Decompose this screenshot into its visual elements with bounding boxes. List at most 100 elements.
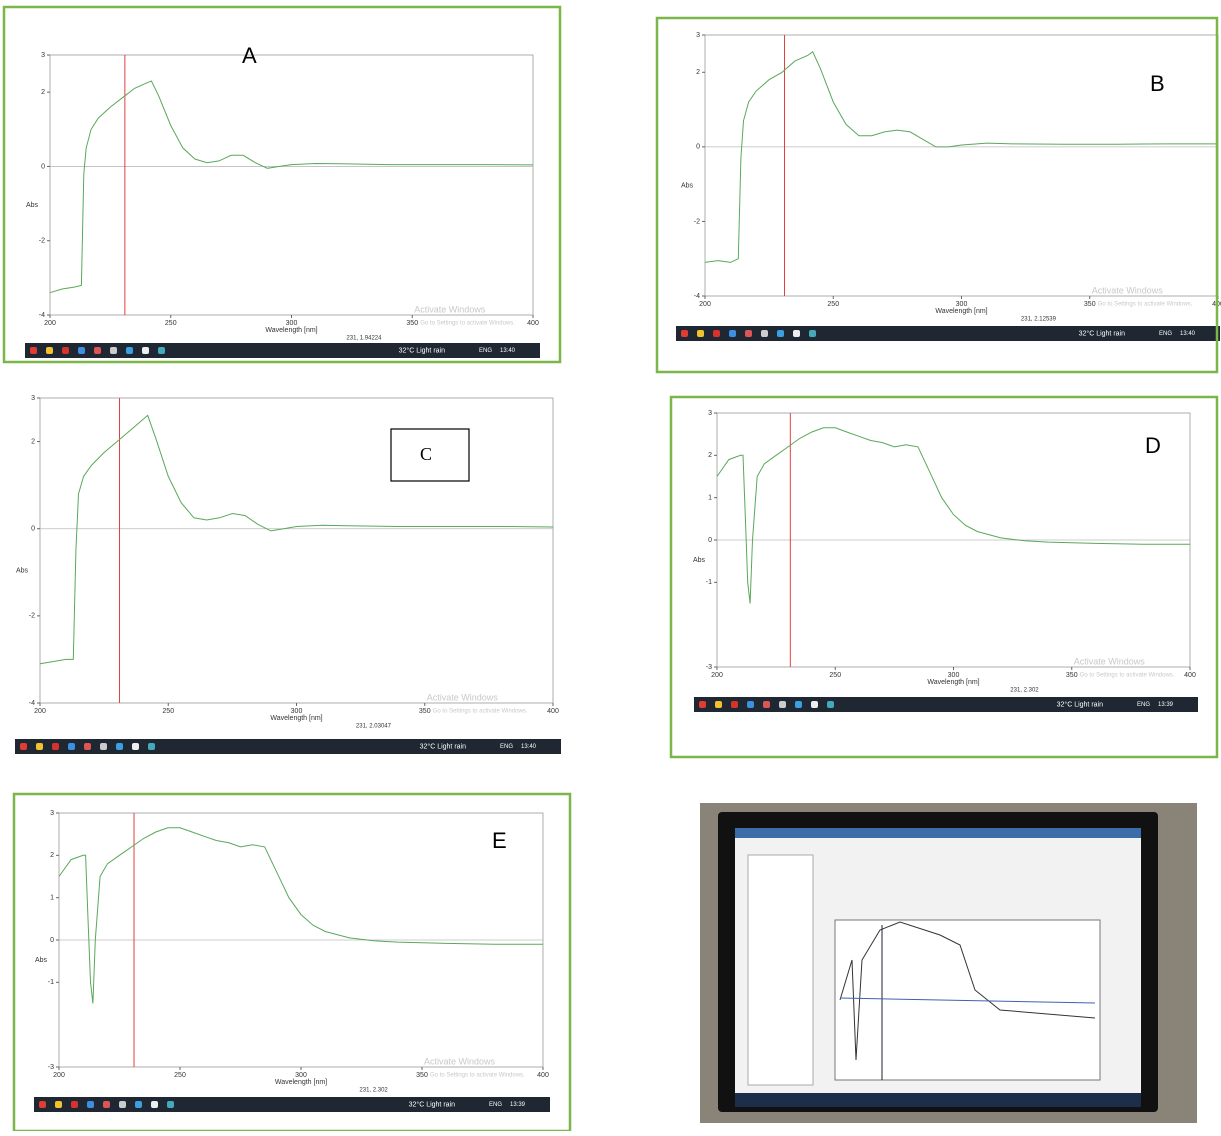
taskbar-icon [777,330,784,337]
y-tick-label: -4 [39,312,45,319]
y-tick-label: 3 [31,395,35,402]
taskbar-time: 13:39 [510,1102,526,1108]
taskbar-icon [809,330,816,337]
x-tick-label: 350 [1066,672,1078,679]
x-tick-label: 200 [699,301,711,308]
y-tick-label: 3 [41,52,45,59]
y-tick-label: 2 [696,69,700,76]
panel-border [669,395,1219,759]
watermark-title: Activate Windows [414,304,486,314]
y-tick-label: 0 [708,537,712,544]
y-tick-label: 1 [50,895,54,902]
y-tick-label: -1 [48,979,54,986]
window-titlebar [735,828,1141,838]
taskbar-icon [795,701,802,708]
taskbar-icon [151,1101,158,1108]
photo-curve [839,921,1096,1061]
taskbar-time: 13:40 [1180,331,1196,337]
x-tick-label: 250 [174,1072,186,1079]
x-tick-label: 250 [162,708,174,715]
x-tick-label: 200 [711,672,723,679]
spectrum-line [49,80,534,294]
y-tick-label: -1 [706,579,712,586]
spectrum-line [58,827,543,1004]
taskbar-icon [55,1101,62,1108]
taskbar-icon [763,701,770,708]
watermark-title: Activate Windows [424,1056,496,1066]
photo [700,803,1197,1123]
taskbar-icon [94,347,101,354]
x-tick-label: 250 [827,301,839,308]
taskbar-time: 13:39 [1158,702,1174,708]
x-tick-label: 300 [286,320,298,327]
spectrum-line [716,427,1190,604]
y-tick-label: 2 [708,452,712,459]
y-tick-label: -3 [706,664,712,671]
taskbar [676,326,1220,341]
panel-label: D [1145,433,1161,458]
plot-frame [704,34,1219,297]
taskbar-icon [87,1101,94,1108]
taskbar-weather: 32°C Light rain [399,346,445,354]
y-tick-label: -2 [39,238,45,245]
taskbar-icon [103,1101,110,1108]
panel-label-box [390,428,470,482]
plot-frame [49,54,534,316]
taskbar-icon [126,347,133,354]
x-axis-label: Wavelength [nm] [265,327,317,334]
taskbar-icon [697,330,704,337]
taskbar-weather: 32°C Light rain [1057,700,1103,708]
taskbar-icon [20,743,27,750]
y-tick-label: -3 [48,1064,54,1071]
taskbar-icon [52,743,59,750]
panel-label: B [1150,71,1165,96]
taskbar-icon [78,347,85,354]
y-axis-label: Abs [693,557,706,564]
watermark-title: Activate Windows [1092,285,1164,295]
taskbar-icon [62,347,69,354]
y-axis-label: Abs [16,567,29,574]
x-axis-label: Wavelength [nm] [275,1079,327,1086]
y-tick-label: -4 [694,293,700,300]
x-axis-label: Wavelength [nm] [270,715,322,722]
x-tick-label: 400 [547,708,559,715]
y-tick-label: 0 [41,163,45,170]
side-list [747,854,814,1086]
x-tick-label: 250 [829,672,841,679]
taskbar-icon [135,1101,142,1108]
watermark-text: Go to Settings to activate Windows. [1098,302,1193,308]
y-tick-label: -2 [694,218,700,225]
watermark-text: Go to Settings to activate Windows. [1080,673,1175,679]
taskbar-icon [747,701,754,708]
taskbar-language: ENG [1159,331,1172,337]
x-tick-label: 300 [295,1072,307,1079]
taskbar-language: ENG [1137,702,1150,708]
taskbar-icon [142,347,149,354]
cursor-readout: 231, 1.94224 [346,336,382,342]
panel-label: C [420,444,432,464]
x-tick-label: 200 [53,1072,65,1079]
taskbar-icon [713,330,720,337]
taskbar-language: ENG [489,1102,502,1108]
taskbar [694,697,1198,712]
y-tick-label: 2 [41,89,45,96]
x-tick-label: 200 [44,320,56,327]
photo-line [839,997,1096,1004]
panel-border [2,5,562,364]
x-tick-label: 350 [406,320,418,327]
taskbar-icon [68,743,75,750]
y-tick-label: 3 [50,810,54,817]
taskbar-icon [731,701,738,708]
taskbar-icon [30,347,37,354]
y-tick-label: 0 [50,937,54,944]
spectrum-line [704,51,1218,263]
y-tick-label: 3 [708,410,712,417]
y-tick-label: 1 [708,495,712,502]
taskbar-language: ENG [479,348,492,354]
watermark-text: Go to Settings to activate Windows. [420,321,515,327]
watermark-title: Activate Windows [427,692,499,702]
taskbar-weather: 32°C Light rain [420,742,466,750]
